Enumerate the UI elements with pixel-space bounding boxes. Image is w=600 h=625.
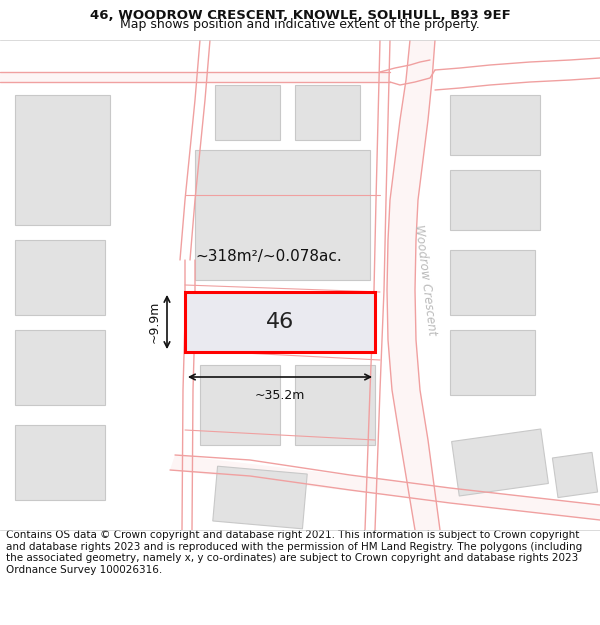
Bar <box>213 466 307 529</box>
Bar <box>15 425 105 500</box>
Bar <box>452 429 548 496</box>
Text: Woodrow Crescent: Woodrow Crescent <box>412 224 438 336</box>
Bar <box>450 330 535 395</box>
Text: Map shows position and indicative extent of the property.: Map shows position and indicative extent… <box>120 18 480 31</box>
Text: ~35.2m: ~35.2m <box>255 389 305 402</box>
Bar <box>553 452 598 498</box>
Text: ~9.9m: ~9.9m <box>148 301 161 343</box>
Bar <box>450 95 540 155</box>
Bar <box>215 85 280 140</box>
Bar <box>450 170 540 230</box>
Text: Contains OS data © Crown copyright and database right 2021. This information is : Contains OS data © Crown copyright and d… <box>6 530 582 575</box>
Bar <box>295 85 360 140</box>
Polygon shape <box>170 455 600 520</box>
Polygon shape <box>387 40 440 530</box>
Bar <box>15 240 105 315</box>
Text: ~318m²/~0.078ac.: ~318m²/~0.078ac. <box>195 249 342 264</box>
Bar <box>295 365 375 445</box>
Bar <box>15 95 110 225</box>
Text: 46, WOODROW CRESCENT, KNOWLE, SOLIHULL, B93 9EF: 46, WOODROW CRESCENT, KNOWLE, SOLIHULL, … <box>89 9 511 22</box>
Bar <box>195 150 370 280</box>
Bar <box>450 250 535 315</box>
Polygon shape <box>0 72 390 82</box>
Bar <box>200 365 280 445</box>
Text: 46: 46 <box>266 312 294 332</box>
Bar <box>15 330 105 405</box>
Bar <box>185 292 375 352</box>
